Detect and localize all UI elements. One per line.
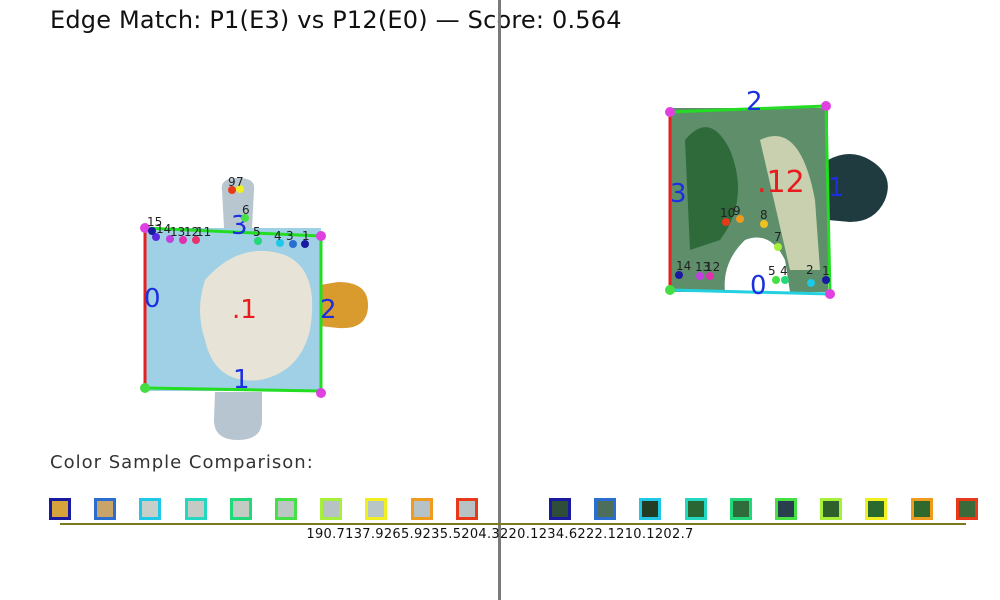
right-edge-0 <box>669 288 831 296</box>
left-edge-label-2: 2 <box>320 295 337 325</box>
right-edge-2 <box>669 104 827 114</box>
left-swatch-10 <box>455 498 478 520</box>
right-sample-8: 8 <box>760 208 768 222</box>
right-sample-4: 4 <box>780 264 788 278</box>
left-swatch-5 <box>229 498 252 520</box>
right-sample-13: 13 <box>695 260 710 274</box>
left-swatch-4 <box>184 498 207 520</box>
right-swatch-6 <box>775 498 797 520</box>
page-title: Edge Match: P1(E3) vs P12(E0) — Score: 0… <box>50 6 622 34</box>
left-edge-3 <box>144 226 322 238</box>
right-sample-1: 1 <box>822 264 830 278</box>
right-swatch-8 <box>865 498 888 520</box>
right-right-tab <box>828 154 888 222</box>
right-swatch-5 <box>729 498 752 520</box>
left-sample-points: 1 3 4 5 6 7 9 11 12 13 14 15 <box>147 175 310 248</box>
right-swatch-4 <box>684 498 707 520</box>
right-sample-5: 5 <box>768 264 776 278</box>
right-swatch-3 <box>639 498 662 520</box>
left-piece-label: .1 <box>232 295 257 325</box>
left-piece: .1 0 1 2 3 1 3 4 5 6 7 9 11 12 13 14 15 <box>140 175 368 440</box>
left-sample-4: 4 <box>274 229 282 243</box>
right-sample-points: 1 2 4 5 7 8 9 10 12 13 14 <box>675 204 830 287</box>
color-diff-values: 190.7137.9265.9235.5204.3220.1234.6222.1… <box>306 527 694 542</box>
right-piece-label: .12 <box>757 165 805 200</box>
left-swatch-1 <box>49 498 71 520</box>
right-swatch-10 <box>955 498 978 520</box>
left-sample-12: 12 <box>184 225 199 239</box>
left-edge-label-0: 0 <box>144 284 161 314</box>
left-swatch-2 <box>94 498 117 520</box>
right-swatch-1 <box>549 498 571 520</box>
left-sample-3: 3 <box>286 229 294 243</box>
right-sample-7: 7 <box>774 230 782 244</box>
left-edge-1 <box>144 386 322 393</box>
right-edge-label-3: 3 <box>670 179 687 209</box>
comparison-baseline <box>60 523 966 525</box>
left-piece-cloud <box>200 250 313 381</box>
left-sample-14: 14 <box>156 222 171 236</box>
left-sample-11: 11 <box>196 225 211 239</box>
right-sample-2: 2 <box>806 263 814 277</box>
left-sample-1: 1 <box>302 229 310 243</box>
left-sample-7: 7 <box>236 175 244 189</box>
left-sample-9: 9 <box>228 175 236 189</box>
left-sample-15: 15 <box>147 215 162 229</box>
left-swatch-8 <box>365 498 388 520</box>
right-edge-label-1: 1 <box>828 173 845 203</box>
left-sample-6: 6 <box>242 203 250 217</box>
left-bottom-tab <box>214 392 262 440</box>
left-swatch-7 <box>320 498 343 520</box>
left-right-tab <box>320 282 368 329</box>
left-sample-5: 5 <box>253 225 261 239</box>
left-swatch-3 <box>139 498 162 520</box>
left-swatch-9 <box>410 498 433 520</box>
right-sample-9: 9 <box>733 204 741 218</box>
right-sample-10: 10 <box>720 206 735 220</box>
right-sample-12: 12 <box>705 260 720 274</box>
right-sample-14: 14 <box>676 259 691 273</box>
center-divider <box>498 0 501 600</box>
color-sample-comparison-label: Color Sample Comparison: <box>50 452 314 473</box>
right-piece: .12 0 1 2 3 1 2 4 5 7 8 9 10 12 13 14 <box>665 87 888 301</box>
right-edge-label-0: 0 <box>750 271 767 301</box>
right-edge-label-2: 2 <box>746 87 763 117</box>
right-edge-1 <box>824 105 832 295</box>
left-sample-13: 13 <box>170 225 185 239</box>
left-edge-label-1: 1 <box>233 365 250 395</box>
right-swatch-2 <box>594 498 617 520</box>
right-piece-highlight <box>760 136 820 270</box>
right-swatch-9 <box>910 498 933 520</box>
right-swatch-7 <box>820 498 843 520</box>
left-swatch-6 <box>275 498 297 520</box>
